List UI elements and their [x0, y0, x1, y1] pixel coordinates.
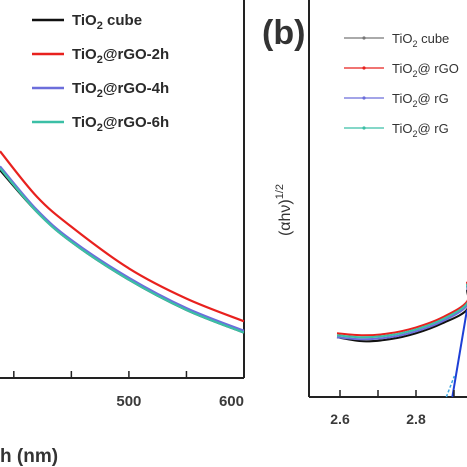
- panel-a: 500 600 TiO2 cubeTiO2@rGO-2hTiO2@rGO-4hTi…: [0, 0, 245, 467]
- panel-b-ylabel-main: (αhν): [277, 199, 294, 236]
- panel-b-legend-label-1: TiO2 cube: [392, 31, 449, 49]
- panel-a-series-line-4: [0, 167, 245, 334]
- panel-b-ylabel-sup: 1/2: [274, 184, 286, 199]
- panel-b-legend-marker-3: [362, 96, 366, 100]
- panel-a-ticks: 500 600: [13, 371, 244, 410]
- panel-b-xtick-label-1: 2.6: [330, 411, 350, 427]
- panel-a-legend-label-2: TiO2@rGO-2h: [72, 46, 169, 66]
- panel-b-series-line-2: [336, 281, 467, 337]
- panel-b-series-line-4: [336, 283, 467, 339]
- panel-b-legend-marker-2: [362, 66, 366, 70]
- panel-b-tangent-line: [451, 309, 467, 398]
- panel-a-series-line-3: [0, 165, 245, 332]
- panel-b-series-line-3: [336, 285, 467, 341]
- panel-b-legend-label-3: TiO2@ rG: [392, 91, 449, 109]
- panel-b-ylabel: (αhν)1/2: [274, 184, 294, 236]
- svg-text:(αhν)1/2: (αhν)1/2: [274, 184, 294, 236]
- panel-a-xlabel: h (nm): [0, 446, 58, 467]
- panel-b-legend: TiO2 cube TiO2@ rGO TiO2@ rG TiO2@ rG: [344, 31, 459, 139]
- panel-b-xtick-label-2: 2.8: [406, 411, 426, 427]
- panel-b-tangent-dash: [445, 375, 456, 398]
- panel-a-xtick-label-2: 600: [219, 393, 244, 410]
- panel-b-legend-label-4: TiO2@ rG: [392, 121, 449, 139]
- panel-b-label: (b): [262, 14, 305, 52]
- panel-a-legend-label-3: TiO2@rGO-4h: [72, 80, 169, 100]
- panel-a-legend: TiO2 cube TiO2@rGO-2h TiO2@rGO-4h TiO2@rGO-…: [32, 12, 169, 134]
- panel-b-legend-marker-4: [362, 126, 366, 130]
- panel-b-legend-marker-1: [362, 36, 366, 40]
- panel-a-legend-label-1: TiO2 cube: [72, 12, 142, 32]
- panel-a-xtick-label-1: 500: [116, 393, 141, 410]
- panel-a-legend-label-4: TiO2@rGO-6h: [72, 114, 169, 134]
- panel-b-series-group: [336, 281, 467, 398]
- panel-b-legend-label-2: TiO2@ rGO: [392, 61, 459, 79]
- panel-b-ticks: 2.62.83: [330, 390, 455, 427]
- panel-b-series-line-1: [336, 289, 467, 343]
- panel-a-series-line-2: [0, 150, 245, 323]
- panel-a-series-group: [0, 150, 245, 334]
